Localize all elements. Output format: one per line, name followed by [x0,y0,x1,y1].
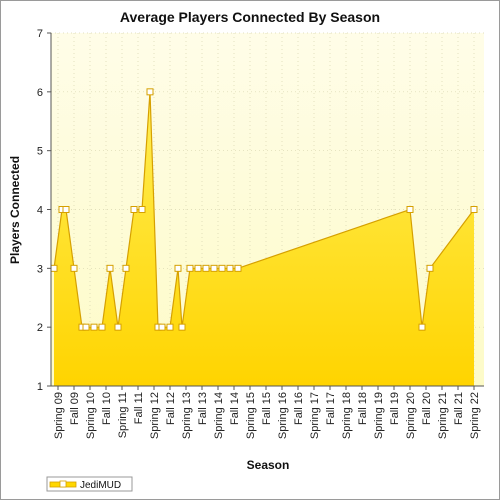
x-tick-label: Fall 20 [421,392,433,425]
x-tick-label: Fall 11 [133,392,145,424]
data-point [234,264,242,272]
x-tick-label: Spring 13 [181,392,193,439]
data-point [202,264,210,272]
data-point [122,264,130,272]
x-tick-label: Spring 11 [117,392,129,438]
legend-box [46,476,133,492]
x-tick-label: Fall 09 [69,392,81,425]
y-tick-label: 4 [37,205,43,217]
x-tick-label: Spring 19 [373,392,385,439]
x-axis-title: Season [247,458,290,472]
data-point [158,323,166,331]
data-point [50,264,58,272]
data-point [406,206,414,213]
x-tick-labels: Spring 09 Fall 09 Spring 10 Fall 10 Spring 1… [53,386,481,439]
legend-marker [59,480,67,488]
y-axis-title: Players Connected [8,156,22,264]
data-point [138,206,146,213]
x-tick-label: Fall 17 [325,392,337,425]
data-point [194,264,202,272]
data-point [186,264,194,272]
data-point [210,264,218,272]
x-tick-label: Fall 18 [357,392,369,425]
y-tick-label: 6 [37,87,43,99]
x-tick-label: Spring 17 [309,392,321,439]
y-tick-label: 7 [37,28,43,40]
data-point [226,264,234,272]
x-tick-label: Fall 19 [389,392,401,425]
data-point [178,323,186,331]
x-tick-label: Fall 14 [229,392,241,425]
data-point [70,264,78,272]
data-point [218,264,226,272]
x-tick-label: Spring 15 [245,392,257,439]
x-tick-label: Fall 10 [101,392,113,425]
y-tick-label: 3 [37,263,43,275]
x-tick-label: Fall 12 [165,392,177,425]
chart-title: Average Players Connected By Season [120,9,380,25]
x-tick-label: Spring 12 [149,392,161,439]
legend-label: JediMUD [80,480,121,491]
y-tick-label: 1 [37,381,43,393]
x-tick-label: Spring 16 [277,392,289,439]
data-point [426,264,434,272]
x-tick-label: Spring 14 [213,392,225,439]
x-tick-label: Fall 15 [261,392,273,425]
data-point [98,323,106,331]
data-point [130,206,138,213]
data-point [470,206,478,213]
x-tick-label: Spring 10 [85,392,97,439]
legend: JediMUD [46,476,133,492]
x-tick-label: Spring 18 [341,392,353,439]
data-point [90,323,98,331]
data-point [146,88,154,96]
y-tick-label: 5 [37,146,43,158]
x-tick-label: Fall 21 [453,392,465,425]
data-point [166,323,174,331]
x-tick-label: Fall 16 [293,392,305,425]
data-point [82,323,90,331]
y-tick-label: 2 [37,322,43,334]
data-point [106,264,114,272]
x-tick-label: Spring 22 [469,392,481,439]
data-point [62,206,70,213]
x-tick-label: Fall 13 [197,392,209,425]
x-tick-label: Spring 20 [405,392,417,439]
y-tick-labels: 1 2 3 4 5 6 7 [37,28,51,393]
series-markers [50,88,478,331]
data-point [174,264,182,272]
data-point [114,323,122,331]
data-point [418,323,426,331]
x-tick-label: Spring 09 [53,392,65,439]
x-tick-label: Spring 21 [437,392,449,439]
area-fill [54,91,474,387]
